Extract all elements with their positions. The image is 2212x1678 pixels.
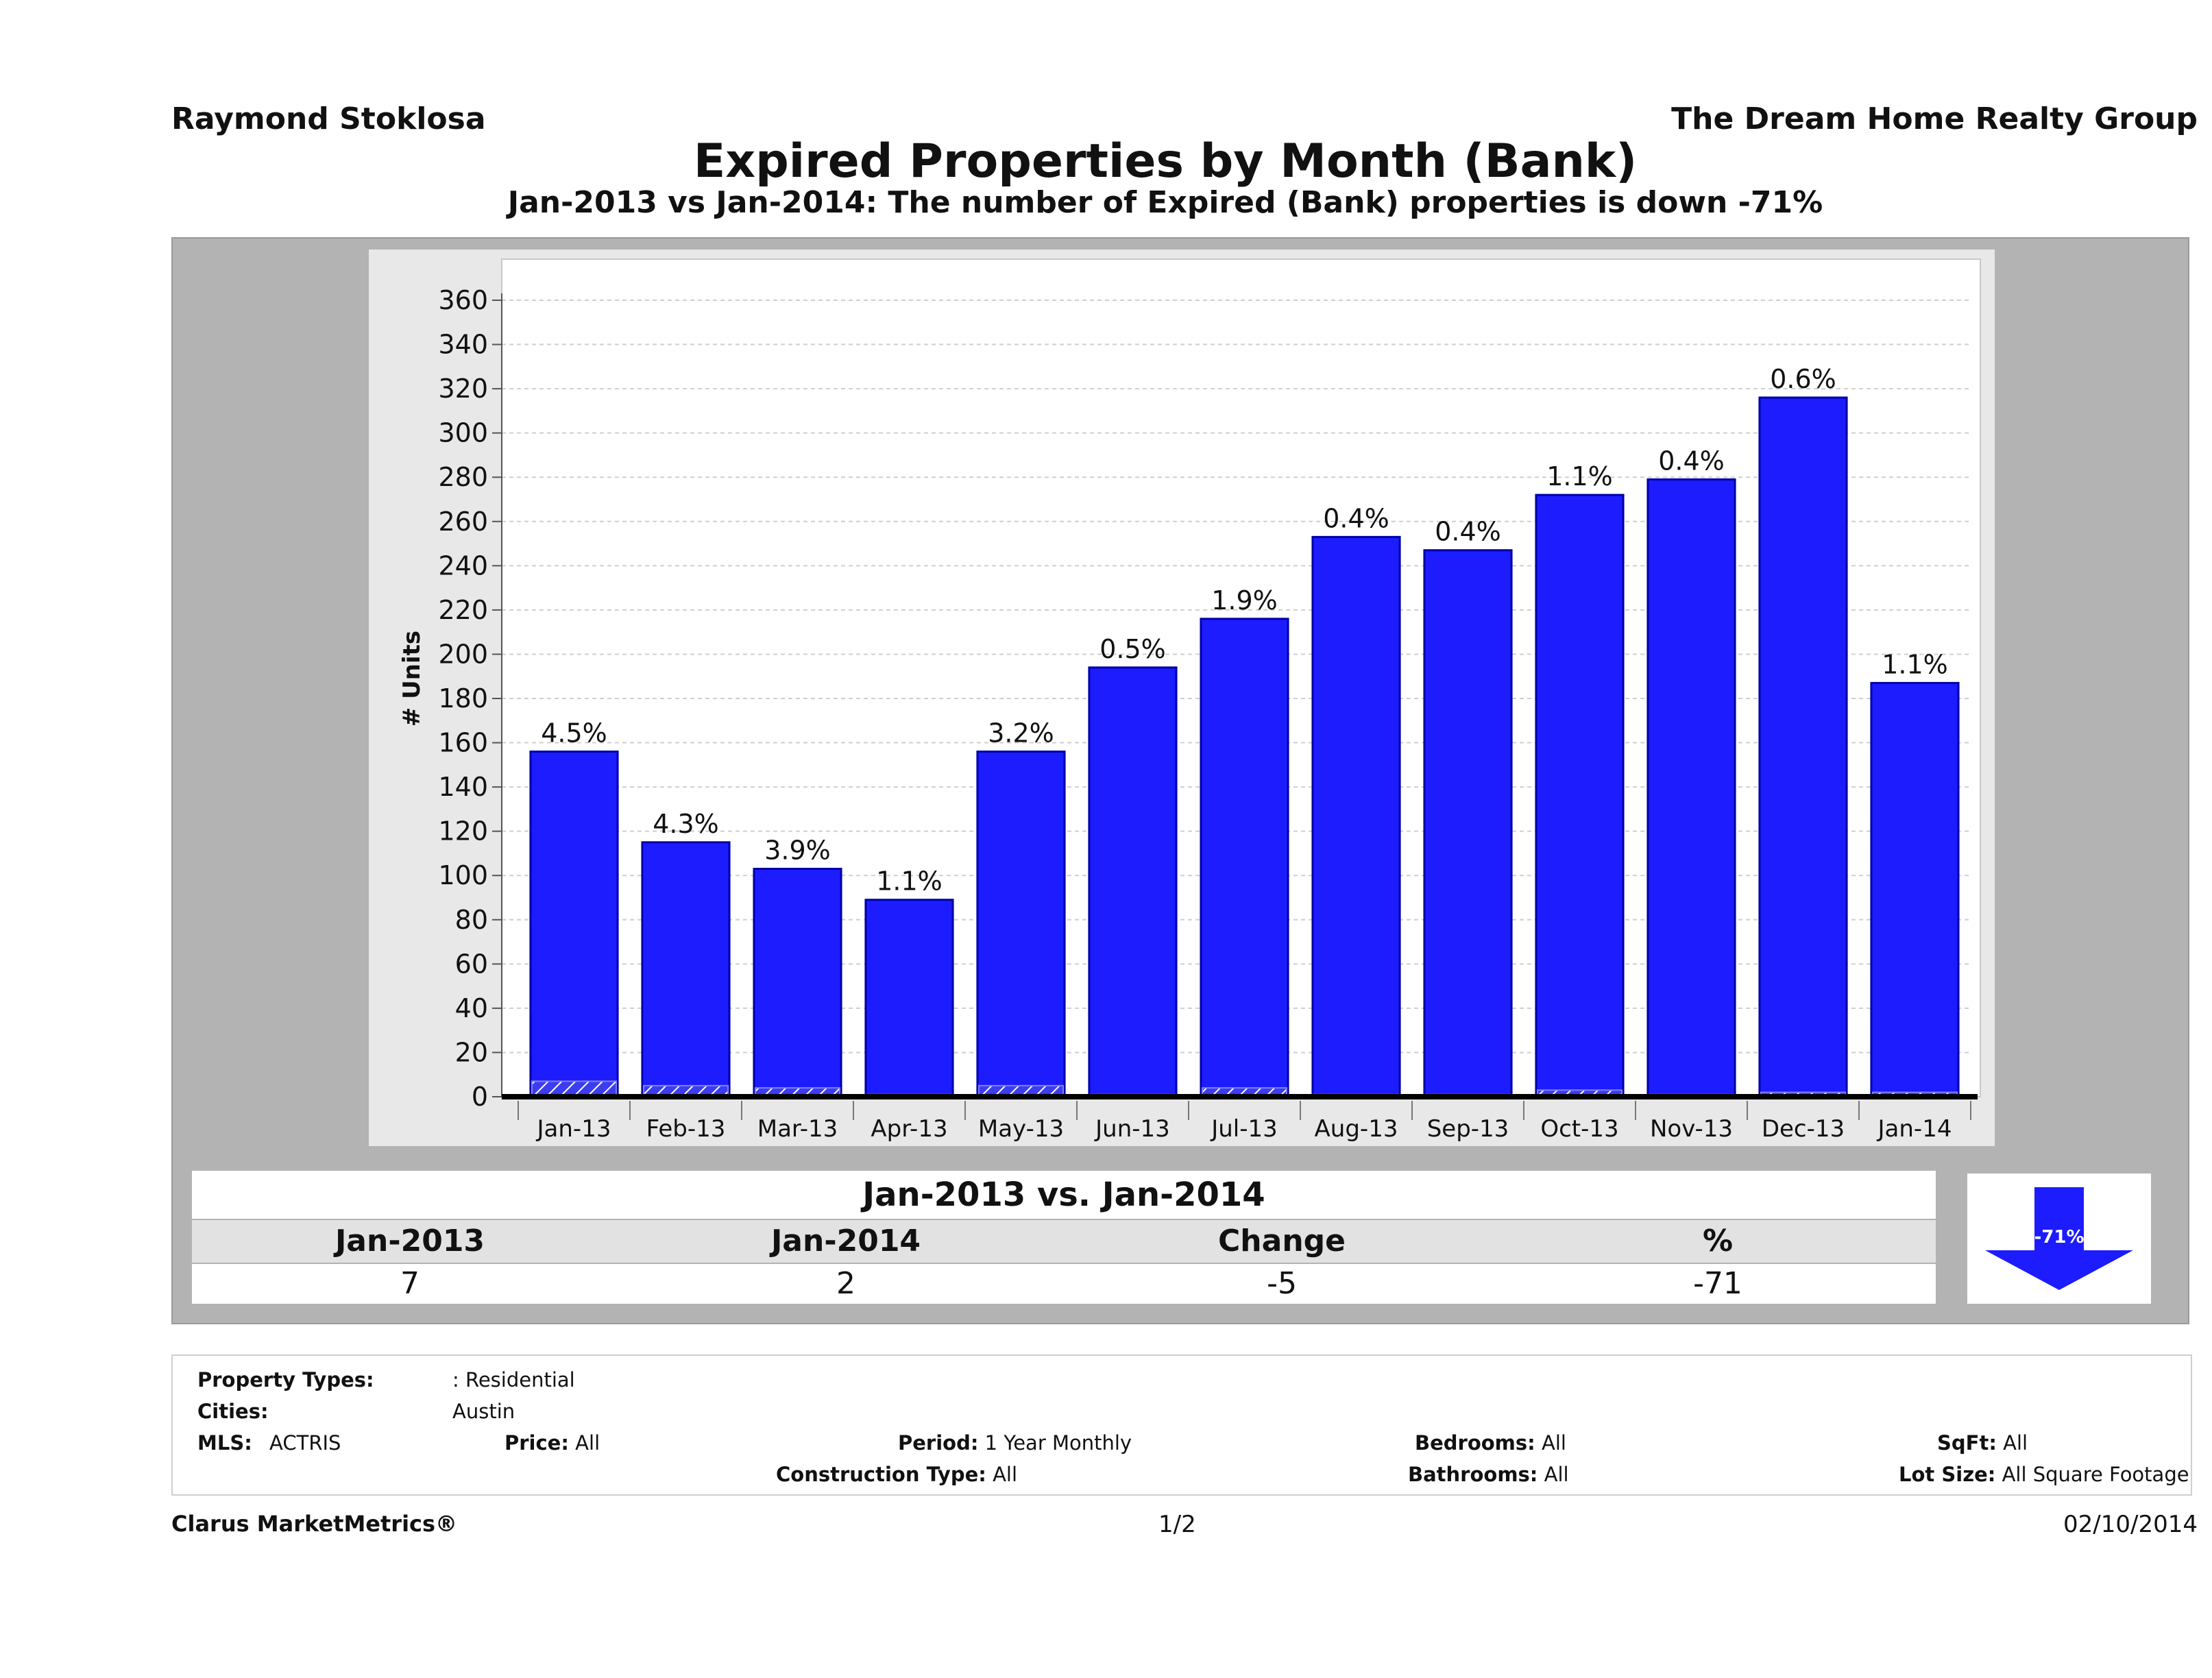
bar (1646, 478, 1736, 1098)
filter-summary: Property Types: : Residential Cities: Au… (171, 1354, 2192, 1496)
y-tick-label: 340 (438, 330, 488, 360)
comparison-value: -5 (1267, 1266, 1297, 1301)
data-label: 1.1% (876, 866, 943, 897)
bar (753, 868, 842, 1098)
y-tick-label: 100 (438, 860, 488, 890)
y-axis-label: # Units (398, 631, 426, 727)
y-tick-label: 0 (472, 1082, 488, 1112)
bar (1200, 618, 1289, 1098)
comparison-header: Jan-2014 (770, 1224, 921, 1258)
bar (641, 841, 731, 1098)
chart-title: Expired Properties by Month (Bank) (693, 134, 1638, 189)
cities-value: Austin (452, 1400, 515, 1423)
y-tick-label: 320 (438, 374, 488, 404)
y-tick-label: 160 (438, 728, 488, 758)
data-label: 0.4% (1435, 517, 1501, 547)
comparison-header: Jan-2013 (335, 1224, 485, 1258)
y-tick-label: 300 (438, 418, 488, 448)
x-tick-label: Aug-13 (1315, 1115, 1398, 1143)
comparison-value-row: 7 2 -5 -71 (192, 1264, 1936, 1304)
y-tick-label: 280 (438, 462, 488, 492)
bar (864, 899, 954, 1098)
y-tick-label: 360 (438, 285, 488, 315)
trend-badge-label: -71% (2034, 1227, 2085, 1248)
comparison-header: % (1702, 1224, 1734, 1258)
bar (1870, 681, 1960, 1098)
construction-filter: Construction Type: All (776, 1463, 1018, 1486)
y-tick-label: 60 (455, 949, 488, 979)
data-label: 0.4% (1323, 503, 1389, 533)
bars: 4.5% 4.3% 3.9% 1.1% 3.2% 0.5% 1.9% 0.4% 0.4% 1.1%… (529, 364, 1960, 1098)
x-tick-label: Feb-13 (646, 1115, 726, 1143)
bar (529, 750, 619, 1098)
cities-label: Cities: (197, 1400, 269, 1423)
y-tick-label: 220 (438, 595, 488, 625)
price-filter: Price: All (505, 1431, 600, 1455)
y-tick-label: 240 (438, 550, 488, 581)
x-tick-label: Jul-13 (1210, 1115, 1278, 1143)
data-label: 3.2% (988, 718, 1054, 748)
x-tick-label: Apr-13 (871, 1115, 947, 1143)
report-date: 02/10/2014 (2063, 1511, 2198, 1538)
data-label: 4.3% (653, 809, 719, 839)
x-tick-label: Nov-13 (1650, 1115, 1733, 1143)
data-label: 1.9% (1211, 585, 1278, 616)
x-tick-label: Oct-13 (1540, 1115, 1618, 1143)
page-number: 1/2 (1158, 1511, 1196, 1538)
bar (1535, 494, 1625, 1098)
agent-name: Raymond Stoklosa (171, 101, 486, 136)
bedrooms-filter: Bedrooms: All (1415, 1431, 1566, 1455)
x-tick-label: Mar-13 (757, 1115, 838, 1143)
bar (1311, 535, 1401, 1098)
comparison-header-row: Jan-2013 Jan-2014 Change % (192, 1220, 1936, 1263)
y-tick-label: 260 (438, 507, 488, 537)
data-label: 3.9% (764, 836, 831, 866)
x-tick-label: Sep-13 (1427, 1115, 1509, 1143)
comparison-value: -71 (1693, 1266, 1742, 1301)
bar (1758, 396, 1848, 1098)
company-name: The Dream Home Realty Group (1671, 101, 2198, 136)
x-tick-label: Dec-13 (1762, 1115, 1845, 1143)
x-tick-label: Jun-13 (1094, 1115, 1170, 1143)
chart-subtitle: Jan-2013 vs Jan-2014: The number of Expi… (507, 185, 1823, 220)
data-label: 0.4% (1658, 446, 1725, 476)
bar (1088, 666, 1178, 1098)
bar (976, 750, 1066, 1098)
data-label: 4.5% (541, 718, 607, 748)
x-tick-label: May-13 (978, 1115, 1064, 1143)
period-filter: Period: 1 Year Monthly (898, 1431, 1132, 1455)
property-types-value: : Residential (452, 1368, 575, 1391)
y-tick-label: 140 (438, 772, 488, 802)
comparison-header: Change (1218, 1224, 1346, 1258)
lot-size-filter: Lot Size: All Square Footage (1899, 1463, 2189, 1486)
comparison-value: 7 (400, 1266, 420, 1301)
trend-badge: -71% (1967, 1174, 2151, 1304)
comparison-title: Jan-2013 vs. Jan-2014 (192, 1171, 1936, 1219)
y-tick-label: 120 (438, 816, 488, 847)
property-types-label: Property Types: (197, 1368, 374, 1391)
y-tick-label: 40 (455, 993, 488, 1023)
footer-brand: Clarus MarketMetrics® (171, 1511, 458, 1537)
bathrooms-filter: Bathrooms: All (1408, 1463, 1569, 1486)
x-tick-label: Jan-14 (1877, 1115, 1952, 1143)
y-tick-label: 20 (455, 1037, 488, 1067)
y-tick-label: 180 (438, 683, 488, 714)
data-label: 0.6% (1770, 364, 1836, 394)
mls-filter: MLS: ACTRIS (197, 1431, 341, 1455)
sqft-filter: SqFt: All (1937, 1431, 2028, 1455)
y-tick-label: 200 (438, 639, 488, 669)
data-label: 1.1% (1546, 461, 1613, 491)
data-label: 0.5% (1099, 634, 1166, 664)
x-tick-label: Jan-13 (536, 1115, 611, 1143)
data-label: 1.1% (1882, 649, 1948, 679)
axes: 0 20 40 60 80 100 120 140 160 180 200 220 240 260 280 3… (438, 285, 1978, 1143)
comparison-value: 2 (836, 1266, 855, 1301)
y-tick-label: 80 (455, 905, 488, 935)
comparison-table: Jan-2013 vs. Jan-2014 Jan-2013 Jan-2014 … (192, 1171, 1936, 1305)
down-arrow-icon (1985, 1187, 2133, 1290)
bar (1423, 549, 1513, 1098)
